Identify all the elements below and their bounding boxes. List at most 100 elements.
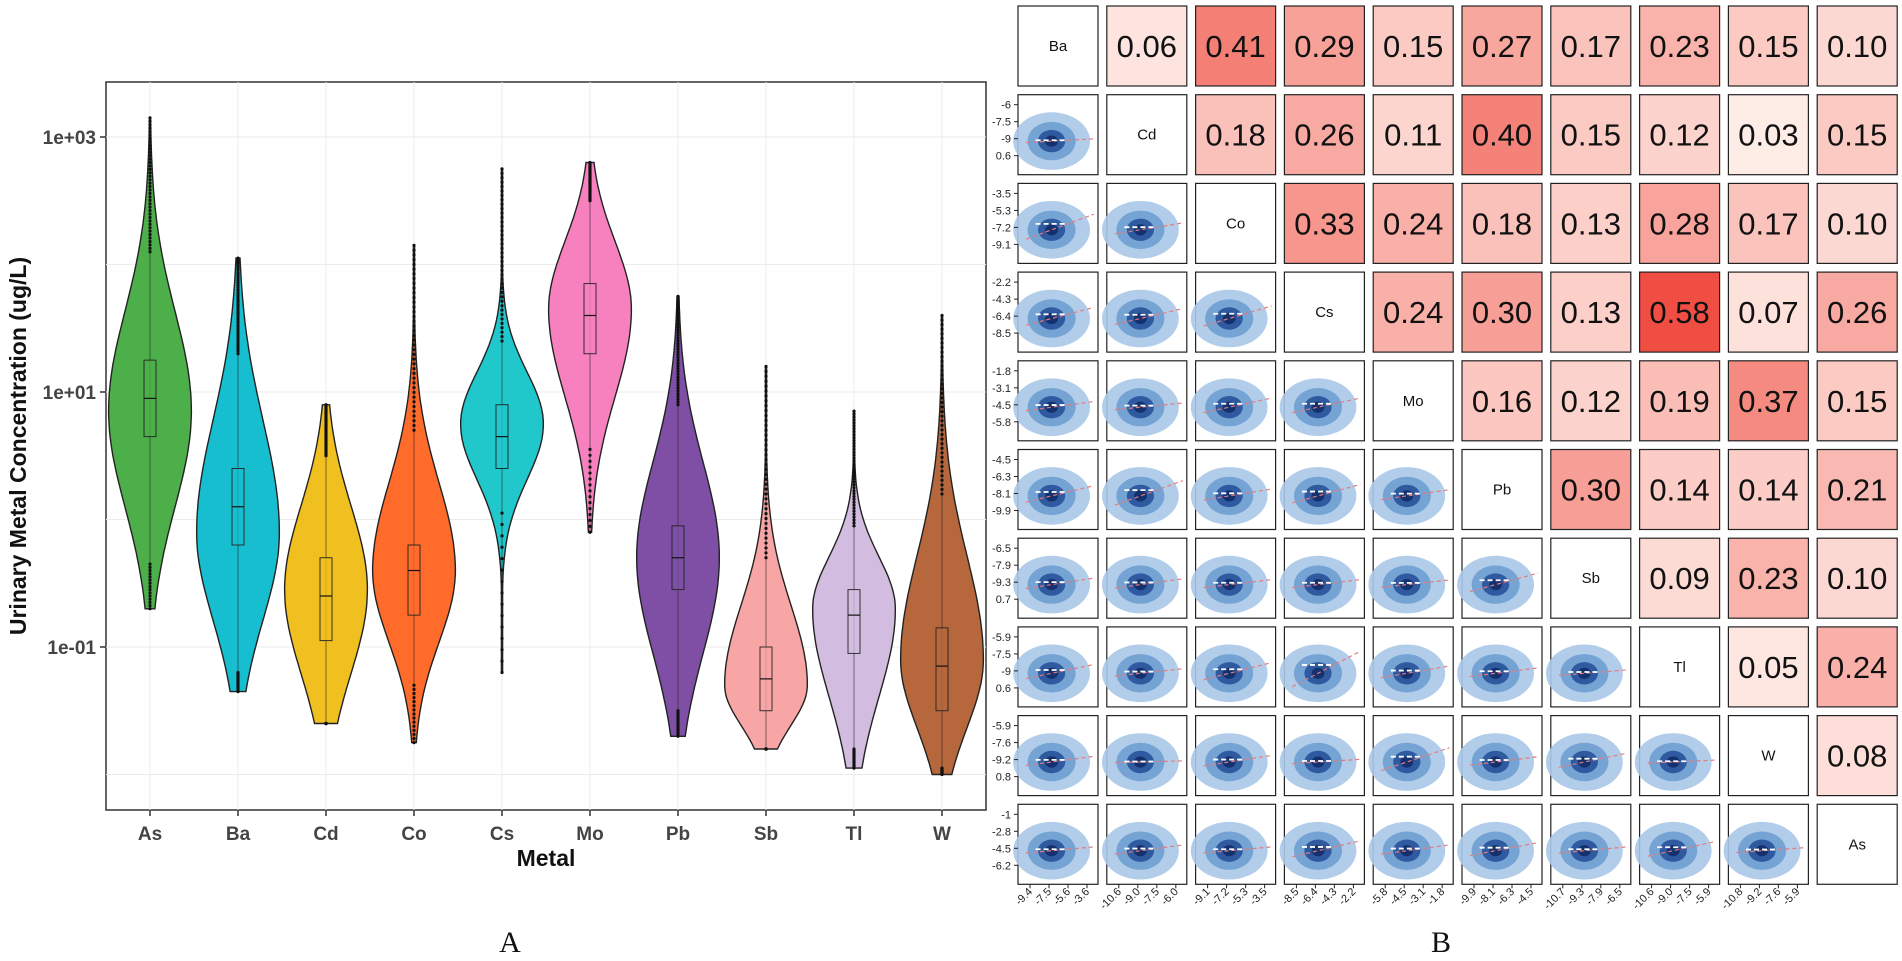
density-core — [1134, 667, 1147, 679]
violin-outlier-point — [500, 326, 504, 330]
violin-outlier-point — [500, 321, 504, 325]
violin-outlier-point — [148, 578, 152, 582]
matrix-correlation-cell: 0.15 — [1727, 5, 1810, 87]
correlation-matrix-panel: Ba 0.06 0.41 0.29 0.15 0.27 0.17 0.23 0.15 0.10 Cd… — [992, 5, 1898, 959]
density-core — [1311, 756, 1325, 768]
violin-x-tick-label: Sb — [754, 824, 778, 845]
violin-outlier-point — [676, 378, 680, 382]
violin-outlier-point — [148, 236, 152, 240]
violin-outlier-point — [500, 224, 504, 228]
violin-outlier-point — [676, 342, 680, 346]
violin-outlier-point — [588, 483, 592, 487]
panel-label-a: A — [499, 926, 521, 959]
violin-outlier-point — [500, 229, 504, 233]
violin-outlier-point — [764, 428, 768, 432]
col-tick-label: -3.6 — [1070, 886, 1092, 908]
fit-line-red — [1025, 755, 1095, 767]
violin-outlier-point — [500, 193, 504, 197]
matrix-correlation-value: 0.16 — [1472, 384, 1532, 419]
violin-outlier-point — [500, 251, 504, 255]
violin-outlier-point — [236, 266, 240, 270]
violin-outlier-point — [588, 501, 592, 505]
violin-outlier-point — [236, 295, 240, 299]
violin-outlier-point — [852, 480, 856, 484]
violin-outlier-point — [940, 414, 944, 418]
violin-outlier-point — [940, 405, 944, 409]
matrix-correlation-cell: 0.05 — [1727, 626, 1810, 708]
matrix-diagonal-frame — [1017, 5, 1099, 87]
col-tick-label: -9.9 — [1457, 886, 1479, 908]
matrix-correlation-cell: 0.15 — [1816, 94, 1898, 176]
fit-line-red — [1469, 572, 1539, 593]
fit-line-red — [1025, 213, 1095, 240]
violin-outlier-point — [148, 174, 152, 178]
violin-outlier-point — [676, 364, 680, 368]
row-tick-label: -8.5 — [992, 328, 1011, 340]
matrix-diagonal-cell: Mo — [1372, 360, 1454, 442]
matrix-correlation-fill — [1638, 182, 1721, 264]
violin-outlier-point — [236, 285, 240, 290]
violin-outlier-point — [764, 536, 768, 540]
matrix-correlation-fill — [1816, 714, 1898, 797]
violin-outlier-point — [940, 387, 944, 391]
violin-outlier-point — [764, 472, 768, 476]
matrix-scatter-cell — [1368, 714, 1454, 797]
matrix-correlation-value: 0.23 — [1738, 561, 1798, 596]
violin-as — [107, 116, 193, 611]
violin-outlier-point — [500, 636, 504, 640]
matrix-correlation-value: 0.13 — [1561, 206, 1621, 241]
violin-outlier-point — [500, 579, 504, 584]
violin-outlier-point — [236, 268, 240, 272]
violin-outlier-point — [412, 385, 416, 390]
matrix-variable-label: Co — [1226, 215, 1245, 232]
density-core — [1134, 224, 1147, 236]
violin-outlier-point — [148, 160, 152, 165]
fit-line-red — [1025, 485, 1095, 503]
matrix-correlation-fill — [1194, 94, 1277, 176]
violin-outlier-point — [588, 489, 592, 493]
violin-outlier-point — [940, 313, 944, 318]
violin-outlier-point — [148, 607, 152, 611]
violin-outlier-point — [764, 438, 768, 442]
violin-outlier-point — [236, 337, 240, 341]
violin-outlier-point — [500, 670, 504, 675]
fit-line-red — [1469, 756, 1539, 766]
col-tick-label: -9.0 — [1121, 886, 1143, 908]
violin-outlier-point — [412, 720, 416, 724]
violin-outlier-point — [676, 330, 680, 335]
matrix-correlation-value: 0.24 — [1383, 295, 1443, 330]
violin-outlier-point — [940, 332, 944, 336]
violin-outlier-point — [148, 150, 152, 154]
violin-outlier-point — [852, 515, 856, 519]
violin-outlier-point — [412, 257, 416, 262]
matrix-correlation-value: 0.17 — [1738, 206, 1798, 241]
col-tick-label: -9.1 — [1191, 886, 1213, 908]
violin-outlier-point — [500, 242, 504, 246]
violin-outlier-point — [764, 379, 768, 383]
fit-line-red — [1203, 305, 1272, 327]
fit-line-red — [1469, 667, 1539, 678]
fit-line-red — [1203, 579, 1272, 589]
violin-outlier-point — [676, 355, 680, 360]
matrix-scatter-cell — [1013, 537, 1099, 619]
violin-outlier-point — [676, 367, 680, 371]
violin-outlier-point — [764, 423, 768, 427]
violin-outlier-point — [940, 336, 944, 340]
row-tick-label: -9 — [1001, 134, 1011, 146]
matrix-correlation-value: 0.14 — [1738, 473, 1798, 508]
violin-outlier-point — [764, 502, 768, 506]
violin-outlier-point — [940, 455, 944, 459]
violin-outlier-point — [500, 167, 504, 171]
violin-x-tick-label: W — [933, 824, 951, 845]
col-tick-label: -8.5 — [1280, 886, 1302, 908]
matrix-correlation-fill — [1816, 537, 1898, 619]
matrix-correlation-cell: 0.40 — [1461, 94, 1543, 176]
violin-outlier-point — [236, 273, 240, 277]
row-tick-label: 0.7 — [996, 594, 1011, 606]
violin-outlier-point — [940, 419, 944, 423]
violin-outlier-point — [764, 521, 768, 526]
violin-co — [371, 243, 457, 745]
matrix-row-ticks: -6 -7.5 -9 0.6 -3.5 -5.3 -7.2 -9.1 -2.2 -4.3 -6.4 -… — [992, 100, 1018, 872]
matrix-diagonal-frame — [1816, 803, 1898, 885]
violin-tl — [812, 409, 896, 770]
